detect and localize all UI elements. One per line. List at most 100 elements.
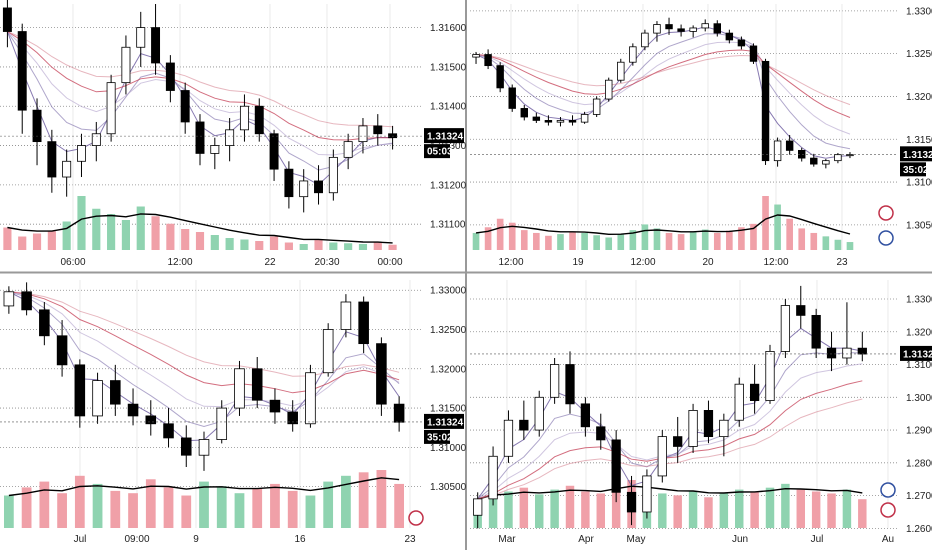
candle-body	[556, 120, 565, 123]
candle-body	[488, 455, 498, 500]
candle-body	[269, 399, 281, 413]
candle-body	[110, 380, 121, 405]
candle-body	[703, 410, 714, 438]
countdown-badge	[424, 429, 450, 444]
candle-body	[737, 39, 746, 47]
candle-body	[165, 62, 175, 91]
volume-bar	[704, 497, 713, 528]
last-price-label: 1.31324	[427, 132, 464, 143]
moving-average-line	[477, 363, 863, 500]
candle-body	[2, 7, 12, 32]
candle-body	[617, 61, 625, 81]
x-tick-label: 06:00	[60, 257, 85, 268]
x-tick-label: 19	[572, 257, 584, 268]
candle-body	[811, 314, 821, 349]
volume-bar	[665, 232, 673, 250]
volume-bar	[822, 236, 830, 250]
event-marker-icon	[878, 230, 894, 246]
moving-average-line	[475, 54, 851, 106]
x-tick-label: 12:00	[498, 257, 523, 268]
candle-body	[846, 154, 854, 157]
candle-body	[472, 54, 480, 58]
volume-bar	[504, 491, 513, 528]
x-tick-label: 12:00	[763, 257, 788, 268]
y-tick-label: 1.32000	[430, 364, 467, 375]
volume-bar	[323, 481, 334, 528]
volume-bar	[284, 242, 293, 250]
candle-body	[796, 305, 806, 316]
event-marker-icon	[408, 510, 424, 526]
volume-bar	[121, 220, 130, 250]
volume-bar	[3, 227, 12, 250]
moving-average-line	[475, 49, 851, 118]
volume-bar	[329, 242, 338, 250]
volume-bar	[750, 491, 759, 528]
candle-body	[544, 120, 553, 123]
volume-bar	[195, 232, 205, 250]
volume-bar	[596, 493, 605, 528]
last-price-label: 1.31324	[903, 349, 932, 360]
candle-body	[376, 343, 387, 405]
volume-bar	[535, 494, 544, 528]
x-tick-label: 12:00	[630, 257, 655, 268]
volume-bar	[62, 221, 71, 250]
volume-bar	[774, 204, 781, 250]
candle-body	[145, 415, 157, 425]
moving-average-line	[475, 41, 851, 135]
candle-body	[626, 491, 637, 513]
candle-body	[254, 105, 264, 135]
moving-average-line	[8, 291, 400, 408]
y-tick-label: 1.32500	[430, 325, 467, 336]
volume-bar	[762, 196, 769, 250]
volume-bar	[653, 228, 661, 250]
volume-bar	[569, 231, 576, 250]
volume-bar	[593, 235, 600, 250]
volume-ma-line	[477, 485, 863, 500]
last-price-badge	[424, 413, 464, 429]
volume-bar	[701, 229, 709, 250]
volume-bar	[181, 495, 192, 528]
volume-bar	[673, 495, 682, 528]
y-tick-label: 1.30500	[906, 220, 932, 231]
candle-body	[749, 383, 760, 401]
x-tick-label: 23	[404, 534, 416, 545]
volume-bar	[533, 232, 540, 250]
volume-bar	[765, 487, 775, 528]
candle-body	[765, 351, 775, 401]
volume-bar	[842, 489, 852, 528]
candle-body	[580, 403, 591, 428]
candle-body	[216, 407, 228, 440]
candle-body	[532, 116, 541, 121]
volume-bar	[834, 239, 842, 250]
candle-body	[641, 32, 649, 48]
y-tick-label: 1.31000	[906, 178, 932, 189]
last-price-badge	[900, 345, 932, 361]
candle-body	[719, 419, 729, 438]
candle-body	[151, 27, 161, 64]
candle-body	[299, 180, 309, 198]
candle-body	[520, 108, 528, 118]
countdown-label: 35:02	[903, 165, 929, 176]
moving-average-line	[477, 398, 863, 500]
chart-panel-bottom-left: 1.33000 1.32500 1.32000 1.31500 1.31000 1.305…	[0, 280, 467, 545]
volume-bar	[3, 495, 14, 528]
y-tick-label: 1.32500	[906, 49, 932, 60]
candle-body	[503, 419, 514, 457]
volume-bar	[545, 235, 552, 250]
y-tick-label: 1.31500	[430, 404, 467, 415]
candle-body	[180, 437, 192, 456]
x-tick-label: 12:00	[167, 257, 192, 268]
candle-body	[180, 90, 190, 123]
volume-bar	[719, 493, 729, 528]
volume-bar	[136, 206, 145, 250]
candle-body	[611, 439, 621, 493]
event-marker-icon	[878, 205, 894, 221]
candle-body	[91, 133, 101, 146]
candle-body	[826, 347, 837, 359]
volume-bar	[811, 491, 821, 528]
candle-body	[287, 411, 298, 425]
volume-bar	[270, 236, 279, 250]
candle-body	[842, 347, 852, 359]
candle-body	[77, 145, 86, 162]
candle-body	[388, 133, 398, 139]
